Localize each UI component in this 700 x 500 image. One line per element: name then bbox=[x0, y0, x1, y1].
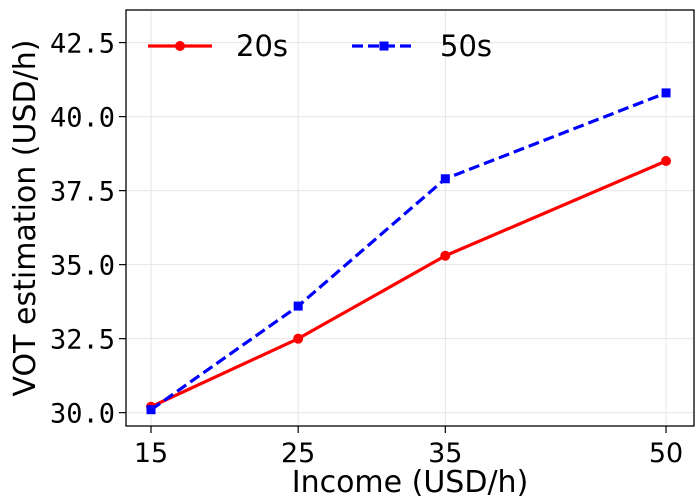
y-tick-label: 35.0 bbox=[50, 251, 115, 282]
y-axis-label: VOT estimation (USD/h) bbox=[8, 40, 43, 397]
data-point-50s bbox=[661, 88, 671, 98]
y-tick-label: 32.5 bbox=[50, 325, 115, 356]
x-axis: 15 25 35 50 bbox=[134, 426, 683, 469]
y-tick-label: 37.5 bbox=[50, 177, 115, 208]
data-point-50s bbox=[440, 174, 450, 184]
x-tick-label: 15 bbox=[134, 438, 168, 469]
x-axis-label: Income (USD/h) bbox=[292, 465, 529, 500]
legend-label: 50s bbox=[440, 29, 492, 63]
legend: 20s 50s bbox=[148, 29, 492, 63]
legend-item-20s: 20s bbox=[148, 29, 288, 63]
series-layer bbox=[146, 88, 672, 415]
legend-marker bbox=[379, 41, 389, 51]
legend-item-50s: 50s bbox=[352, 29, 492, 63]
series-line-50s bbox=[150, 91, 667, 412]
data-point-20s bbox=[293, 333, 304, 344]
y-tick-label: 42.5 bbox=[50, 29, 115, 60]
y-tick-label: 30.0 bbox=[50, 399, 115, 430]
series-line-20s bbox=[150, 159, 667, 409]
data-point-50s bbox=[293, 301, 303, 311]
plot-frame bbox=[125, 9, 695, 427]
data-point-50s bbox=[146, 405, 156, 415]
y-axis: 30.0 32.5 35.0 37.5 40.0 42.5 bbox=[50, 29, 126, 430]
legend-label: 20s bbox=[236, 29, 288, 63]
grid bbox=[126, 10, 694, 426]
x-tick-label: 35 bbox=[428, 438, 462, 469]
legend-marker bbox=[175, 41, 185, 51]
data-point-20s bbox=[661, 156, 672, 167]
x-tick-label: 25 bbox=[281, 438, 315, 469]
x-tick-label: 50 bbox=[649, 438, 683, 469]
y-tick-label: 40.0 bbox=[50, 103, 115, 134]
data-point-20s bbox=[440, 250, 451, 261]
